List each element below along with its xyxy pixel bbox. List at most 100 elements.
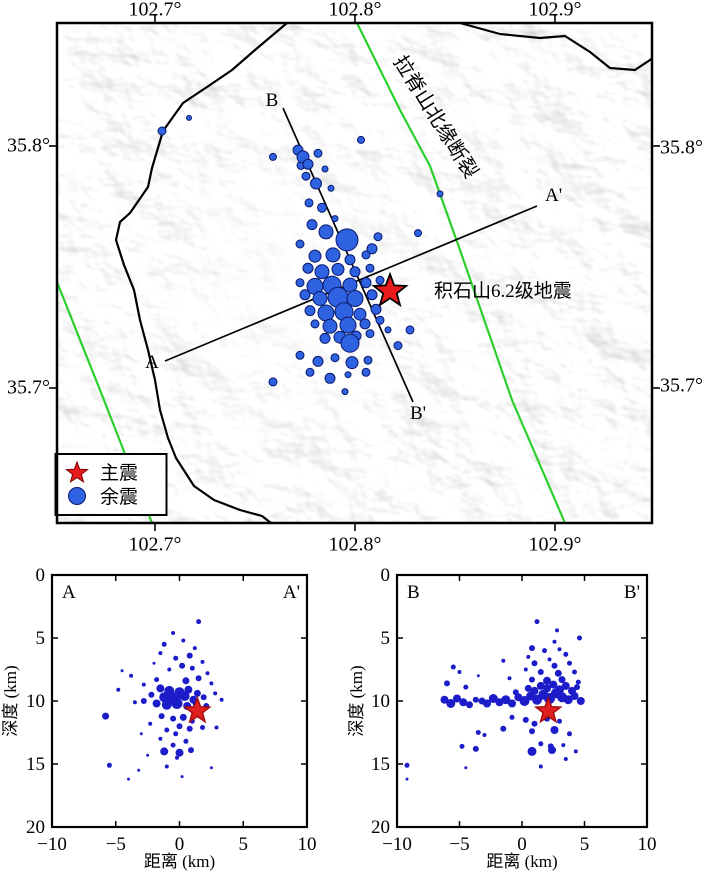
hypocenter-point (557, 647, 562, 652)
aftershock-point (366, 289, 378, 301)
x-tick-label: −5 (106, 834, 126, 855)
mainshock-star (371, 271, 409, 308)
aftershock-point (295, 278, 305, 288)
section-b-label: B (266, 90, 279, 111)
aftershock-point (301, 171, 311, 181)
y-tick-label: 15 (26, 754, 45, 775)
y-tick-label: 0 (381, 565, 391, 586)
boundary-line (114, 22, 288, 524)
aftershock-point (317, 304, 335, 322)
hypocenter-point (120, 669, 124, 673)
map-xtick-bottom: 102.8° (328, 533, 382, 556)
hypocenter-point (475, 730, 481, 735)
aftershock-point (357, 135, 365, 144)
aftershock-point (341, 388, 349, 396)
map-ytick-right: 35.8° (660, 136, 703, 159)
hypocenter-point (170, 715, 177, 722)
hypocenter-point (555, 685, 564, 695)
hypocenter-point (549, 680, 558, 689)
hypocenter-point (555, 628, 559, 633)
hypocenter-point (573, 749, 578, 754)
y-tick-label: 15 (371, 754, 390, 775)
aftershock-point (186, 114, 192, 121)
mainshock-star (182, 695, 212, 724)
hypocenter-point (509, 714, 515, 720)
map-legend: 主震 余震 (54, 453, 168, 516)
x-tick-label: 0 (517, 834, 527, 855)
hypocenter-point (219, 697, 224, 702)
hypocenter-point (196, 619, 202, 625)
hypocenter-point (450, 664, 456, 670)
y-tick-label: 0 (36, 565, 46, 586)
hypocenter-point (180, 775, 184, 779)
hypocenter-point (543, 676, 551, 685)
aftershock-point (365, 263, 375, 273)
hypocenter-point (139, 732, 143, 736)
aftershock-point (324, 372, 336, 384)
aftershock-point (302, 262, 314, 274)
hypocenter-point (551, 662, 558, 669)
hypocenter-point (530, 686, 539, 695)
hypocenter-point (466, 701, 473, 709)
map-ytick-right: 35.7° (660, 374, 703, 397)
hypocenter-point (188, 747, 194, 754)
hypocenter-point (200, 694, 207, 701)
hypocenter-point (575, 679, 581, 685)
corner-label-b: B (407, 582, 420, 603)
hypocenter-point (176, 723, 183, 730)
hypocenter-point (567, 660, 572, 666)
aftershock-point (308, 249, 322, 263)
hypocenter-point (160, 747, 169, 756)
aftershock-point (344, 371, 352, 379)
aftershock-point (325, 247, 341, 263)
map-frame (55, 21, 654, 525)
y-axis-label: 深度 (km) (1, 665, 20, 736)
aftershock-point (268, 377, 278, 387)
corner-label-b-prime: B' (624, 582, 640, 603)
plot-frame (50, 573, 309, 829)
aftershock-point (370, 303, 382, 315)
hypocenter-point (141, 682, 146, 687)
hypocenter-point (464, 766, 468, 770)
hypocenter-point (173, 731, 179, 737)
hypocenter-point (508, 699, 516, 708)
y-tick-label: 20 (371, 817, 390, 838)
hypocenter-point (444, 680, 450, 687)
x-axis-label: 距离 (km) (486, 852, 557, 871)
hypocenter-point (152, 699, 161, 708)
hypocenter-point (534, 619, 540, 625)
aftershock-point (304, 198, 314, 208)
x-axis-label: 距离 (km) (144, 852, 215, 871)
x-tick-label: −10 (382, 834, 412, 855)
x-tick-label: 5 (238, 834, 248, 855)
hypocenter-point (175, 748, 184, 757)
hypocenter-point (529, 645, 535, 652)
y-tick-label: 5 (381, 628, 391, 649)
aftershock-point (321, 165, 329, 173)
hypocenter-point (179, 691, 190, 701)
hypocenter-point (538, 741, 544, 747)
aftershock-point (306, 219, 318, 231)
aftershock-point (269, 152, 277, 161)
hypocenter-point (543, 684, 551, 693)
hypocenter-point (209, 766, 213, 770)
hypocenter-point (548, 746, 556, 755)
section-a-panel: A A' −10 −5 0 5 10 0 5 10 15 20 距离 (km) … (1, 565, 317, 871)
aftershock-point (345, 356, 359, 370)
hypocenter-point (537, 669, 544, 675)
aftershock-point (312, 291, 328, 306)
hypocenter-point (102, 712, 110, 720)
hypocenter-point (538, 764, 543, 769)
hypocenter-point (179, 713, 187, 721)
hypocenter-point (574, 684, 580, 691)
hypocenter-point (529, 676, 535, 683)
hypocenter-point (140, 698, 147, 704)
hypocenter-point (563, 695, 573, 705)
section-b-prime-label: B' (410, 403, 426, 424)
aftershock-point (299, 289, 311, 301)
hypocenter-point (158, 736, 163, 741)
aftershock-point (436, 190, 444, 198)
hypocenter-point (500, 725, 507, 732)
aftershock-point (349, 266, 361, 278)
legend-aftershock-marker (68, 487, 86, 505)
